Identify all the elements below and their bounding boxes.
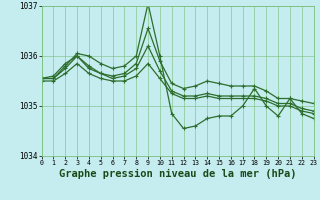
X-axis label: Graphe pression niveau de la mer (hPa): Graphe pression niveau de la mer (hPa) [59,169,296,179]
